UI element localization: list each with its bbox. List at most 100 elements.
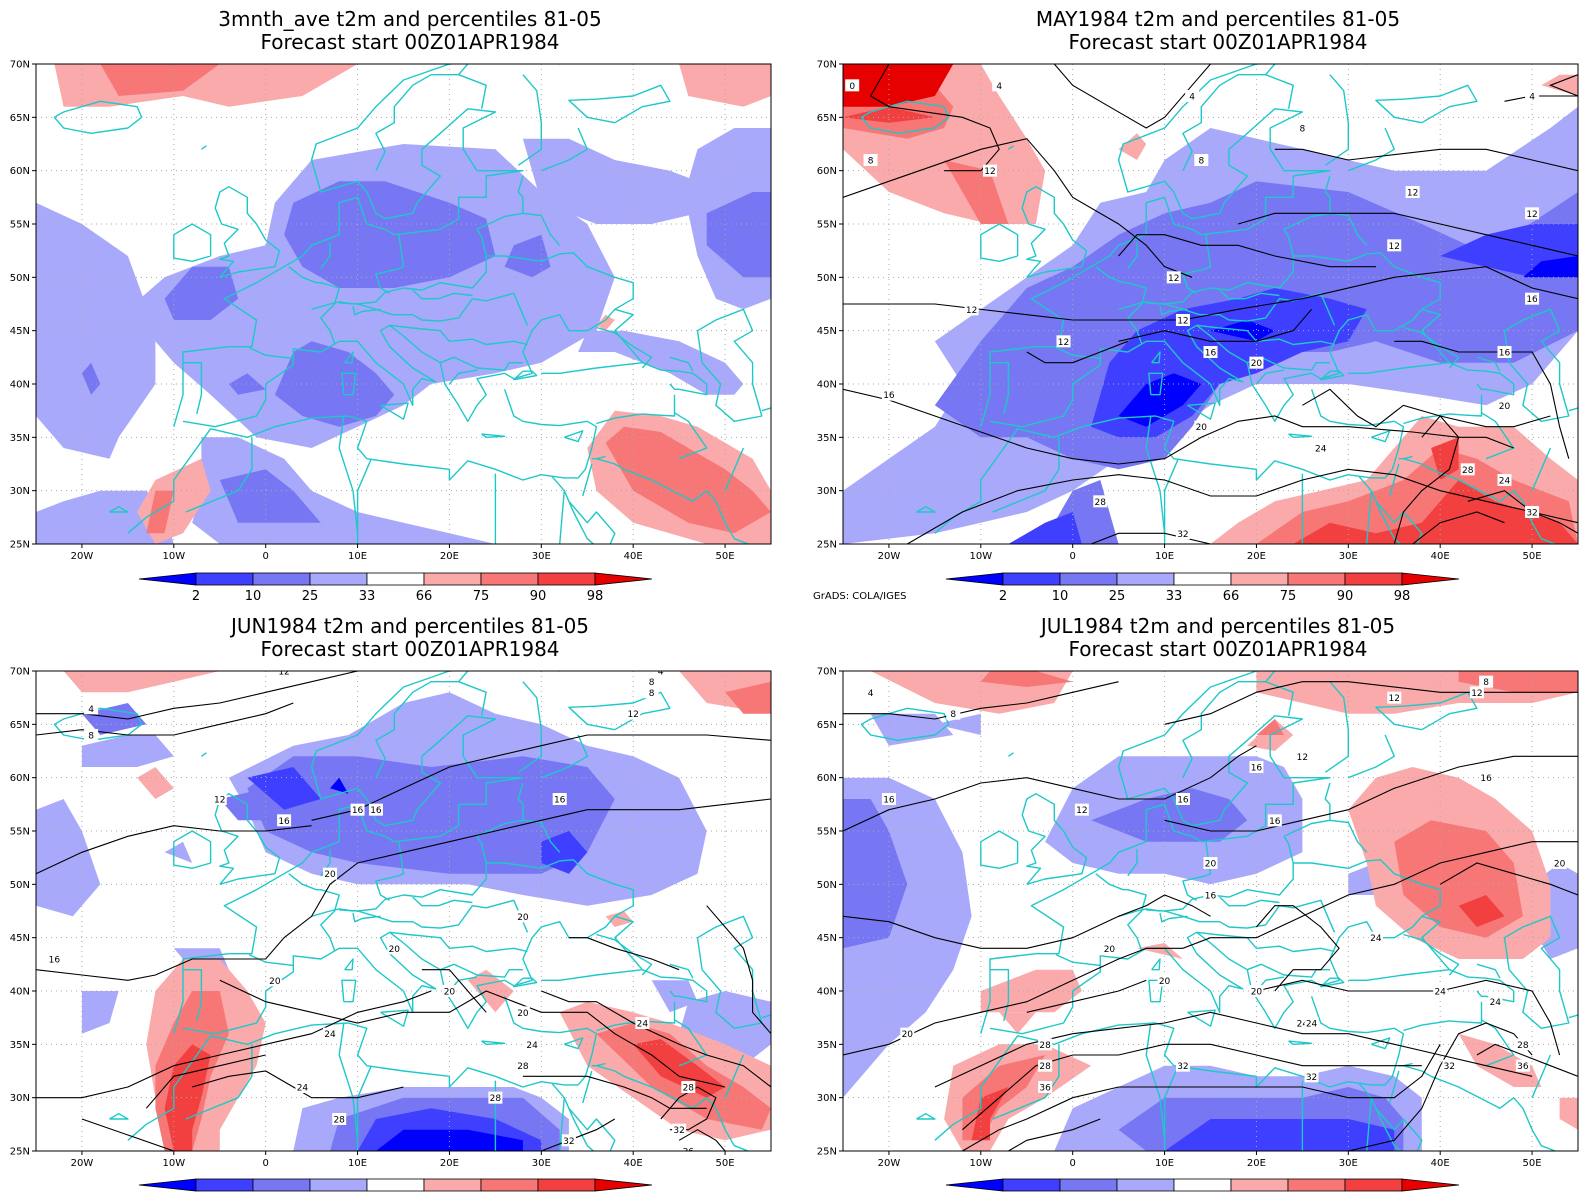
coastline xyxy=(1531,1054,1552,1098)
contour-label: 12 xyxy=(1058,338,1069,348)
contour-line xyxy=(1008,1118,1101,1151)
lon-tick-label: 10W xyxy=(970,551,993,562)
shade-blue_33 xyxy=(934,713,981,735)
coastline xyxy=(669,963,694,979)
contour-label: 4 xyxy=(1189,93,1195,103)
contour-label: 16 xyxy=(1499,349,1511,359)
coastline xyxy=(1288,433,1313,438)
contour-line xyxy=(678,1129,726,1151)
coastline xyxy=(1283,819,1368,853)
contour-label: 12 xyxy=(1471,689,1482,699)
shade-blue_2 xyxy=(330,777,349,794)
contour-label-bg xyxy=(1525,90,1540,102)
contour-label: 36 xyxy=(1039,1084,1051,1094)
contour-label-bg xyxy=(626,707,641,720)
colorbar-swatch xyxy=(366,1178,425,1192)
coastline xyxy=(1219,289,1280,300)
coastline xyxy=(564,430,584,443)
contour-line xyxy=(522,1075,707,1109)
coastline xyxy=(1503,915,1570,1029)
coastline xyxy=(1389,463,1400,497)
contour-label-bg xyxy=(1479,675,1494,688)
coastline xyxy=(1403,458,1515,502)
contour-line xyxy=(1164,755,1578,832)
colorbar-swatch xyxy=(537,572,596,586)
percentile-shading xyxy=(843,64,1578,544)
colorbar-swatch xyxy=(423,572,482,586)
coastline xyxy=(375,74,459,172)
lat-tick-label: 40N xyxy=(10,380,30,391)
coastline xyxy=(591,1062,606,1067)
shade-blue_33 xyxy=(870,713,954,746)
colorbar-label: 66 xyxy=(1223,589,1240,604)
coastline xyxy=(1476,356,1501,372)
contour-line xyxy=(36,798,771,981)
coastline xyxy=(481,1040,506,1045)
map-area: 70N 65N 60N 55N 50N 45N 40N 35N 30N 25N 20W 10W 0 10E… xyxy=(10,60,772,562)
lat-tick-label: 35N xyxy=(10,1040,30,1051)
contour-label-bg xyxy=(561,1134,576,1147)
contour-line xyxy=(1348,1022,1533,1151)
contour-label: 12 xyxy=(1526,210,1537,220)
lat-tick-label: 60N xyxy=(817,166,837,177)
lon-tick-label: 10W xyxy=(163,551,186,562)
coastline xyxy=(1151,351,1161,364)
contour-label-bg xyxy=(983,164,997,177)
coastline xyxy=(1118,908,1161,917)
coastline xyxy=(563,1097,616,1151)
contour-label-bg xyxy=(1442,1059,1457,1072)
lon-tick-label: 40E xyxy=(1431,1158,1450,1169)
contour-label-bg xyxy=(1203,889,1218,901)
coastline xyxy=(127,996,598,1141)
lat-tick-label: 25N xyxy=(817,540,837,551)
contour-label-bg xyxy=(1249,985,1264,997)
contour-line xyxy=(660,1086,717,1131)
contour-label: 12 xyxy=(1168,274,1179,284)
shade-blue_25 xyxy=(164,266,239,320)
lon-tick-label: 30E xyxy=(532,551,551,562)
contour-label: 28 xyxy=(1039,1041,1051,1051)
contour-line xyxy=(1476,1043,1578,1077)
coastline xyxy=(380,402,409,420)
colorbar-swatch xyxy=(309,1178,368,1192)
contour-label: 32 xyxy=(1177,1062,1188,1072)
contour-label-bg xyxy=(644,675,659,688)
contour-label-bg xyxy=(1313,442,1328,454)
lon-tick-label: 0 xyxy=(1070,1158,1076,1169)
contour-label: 20 xyxy=(1196,423,1208,433)
contour-line xyxy=(1439,862,1578,896)
coastline xyxy=(1568,1014,1578,1019)
contour-label-bg xyxy=(1433,985,1448,997)
coastline xyxy=(517,681,542,773)
contour-label: 24 xyxy=(1315,445,1327,455)
coastline xyxy=(724,1054,745,1098)
colorbar-swatch xyxy=(1344,572,1403,586)
coastline xyxy=(320,242,331,270)
contour-label: 20 xyxy=(1205,860,1217,870)
coastline xyxy=(1145,1022,1166,1141)
contour-label-bg xyxy=(1249,761,1264,773)
contour-label-bg xyxy=(1166,271,1181,284)
contour-label-bg xyxy=(1295,750,1310,763)
panel-title: JUN1984 t2m and percentiles 81-05 xyxy=(229,614,589,638)
coastline xyxy=(1021,793,1088,885)
shade-blue_10 xyxy=(247,767,321,810)
contour-label: 24 xyxy=(1306,1020,1318,1030)
shade-red_90 xyxy=(1431,437,1459,480)
map-area: 0 4 4 4 8 8 8 12 12 12 12 12 12 12 12 16 16 16 16 20 20 20 24 2… xyxy=(817,60,1579,562)
grads-credit: GrADS: COLA/IGES xyxy=(813,591,907,602)
contour-label-bg xyxy=(1157,974,1172,987)
contour-label: 20 xyxy=(1159,977,1171,987)
lat-tick-label: 35N xyxy=(817,1040,837,1051)
coastline xyxy=(989,915,1451,1035)
contour-label-bg xyxy=(672,1123,687,1136)
coastline xyxy=(990,969,1010,1022)
colorbar-label: 33 xyxy=(1166,589,1183,604)
shade-red_75 xyxy=(605,426,771,534)
shade-blue_33 xyxy=(127,144,615,448)
coastline xyxy=(989,308,1451,428)
colorbar-swatch xyxy=(537,1178,596,1192)
shade-blue_25 xyxy=(284,181,496,288)
contour-label: 32 xyxy=(1177,530,1188,540)
lat-tick-label: 55N xyxy=(817,220,837,231)
